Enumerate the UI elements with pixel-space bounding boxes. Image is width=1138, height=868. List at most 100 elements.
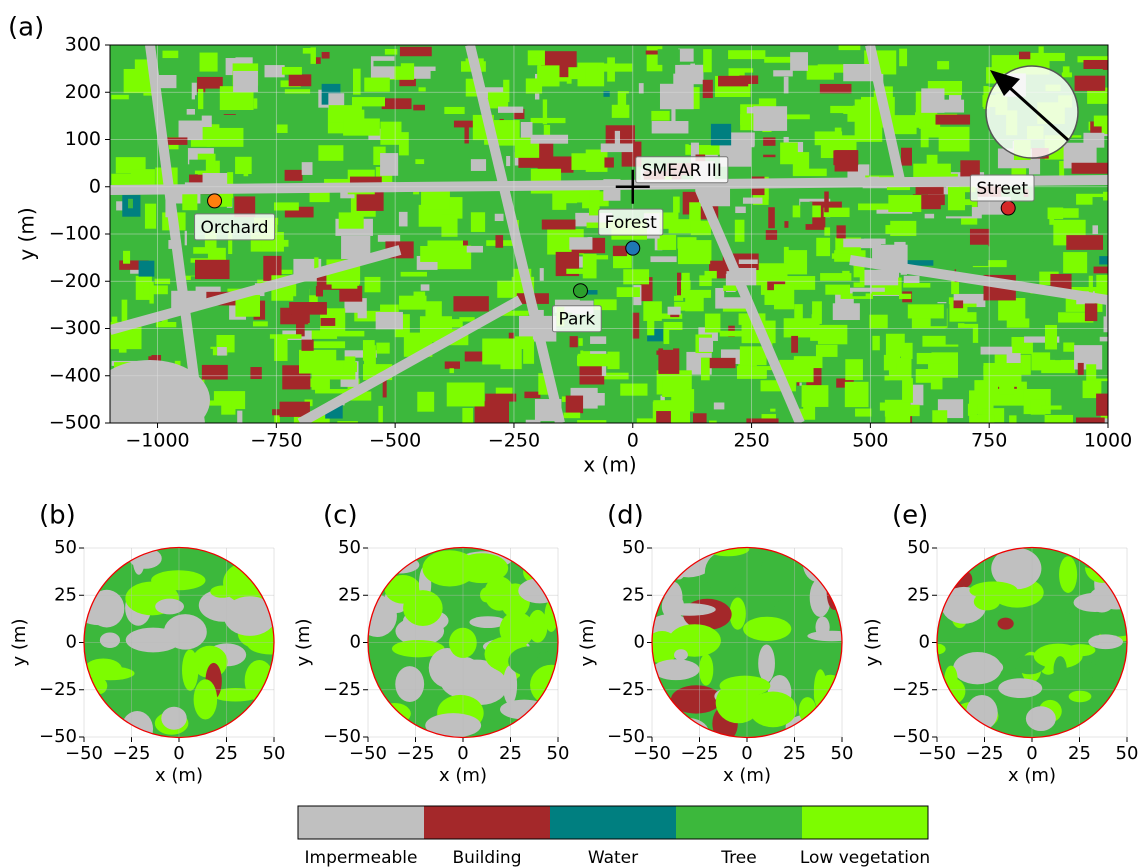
land-patch [403, 590, 443, 627]
land-patch [318, 145, 344, 161]
land-patch [832, 303, 860, 321]
x-tick-label: 1000 [1084, 430, 1132, 452]
land-patch [926, 154, 938, 173]
land-patch [863, 269, 899, 286]
land-patch [1024, 336, 1060, 343]
land-patch [193, 679, 218, 720]
land-patch [888, 339, 901, 364]
land-patch [678, 48, 694, 62]
land-patch [636, 418, 661, 423]
legend-swatch [298, 806, 424, 839]
land-patch [802, 547, 833, 582]
land-patch [668, 624, 721, 657]
land-patch [462, 408, 474, 423]
y-tick-label: −400 [49, 364, 101, 386]
land-patch [1100, 279, 1107, 296]
land-patch [301, 162, 313, 175]
land-patch [760, 380, 796, 392]
land-patch [768, 207, 775, 229]
overlay: −1000 −750 −500 −250 0 250 500 750 1000−500−400−… [49, 34, 1132, 452]
land-patch [420, 284, 430, 291]
land-patch [603, 91, 610, 97]
land-patch [957, 323, 965, 330]
land-patch [657, 234, 677, 250]
land-patch [689, 202, 701, 227]
land-patch [1009, 415, 1017, 423]
land-patch [298, 349, 337, 374]
land-patch [984, 136, 990, 157]
land-patch [583, 343, 620, 352]
land-patch [1096, 393, 1108, 416]
land-patch [144, 203, 157, 229]
land-patch [676, 272, 682, 296]
colorbar-frame [297, 805, 929, 840]
land-patch [888, 195, 922, 212]
y-tick-label: −50 [323, 726, 361, 747]
land-patch [966, 694, 998, 731]
land-patch [704, 270, 717, 279]
land-patch [569, 237, 593, 250]
footprint-outline [367, 546, 559, 739]
land-patch [373, 60, 401, 67]
land-patch [121, 299, 128, 325]
land-patch [399, 295, 427, 310]
land-patch [899, 48, 908, 67]
land-patch [876, 111, 886, 128]
land-patch [1055, 352, 1061, 361]
land-patch [884, 375, 890, 381]
land-patch [381, 98, 412, 110]
land-patch [997, 617, 1014, 630]
land-patch [143, 285, 168, 295]
land-patch [1093, 115, 1108, 127]
land-patch [853, 277, 860, 283]
land-patch [659, 83, 694, 110]
land-patch [569, 336, 578, 348]
land-patch [1018, 51, 1031, 60]
land-patch [811, 314, 818, 336]
land-patch [685, 294, 704, 312]
land-patch [849, 416, 886, 423]
land-patch [1063, 252, 1088, 274]
land-patch [518, 578, 558, 604]
land-patch [552, 190, 567, 210]
land-patch [669, 329, 693, 345]
y-tick-label: −500 [49, 412, 101, 434]
x-tick-label: 750 [971, 430, 1007, 452]
land-patch [581, 290, 598, 295]
land-patch [656, 350, 676, 355]
x-tick-label: 25 [1068, 743, 1091, 764]
land-patch [380, 121, 402, 145]
land-patch [704, 313, 721, 333]
land-patch [920, 121, 929, 148]
land-patch [991, 547, 1042, 590]
land-patch [274, 337, 288, 361]
land-patch [497, 106, 524, 113]
site-name: Street [976, 179, 1028, 199]
land-patch [201, 364, 228, 380]
land-patch [548, 680, 558, 698]
land-patch [446, 382, 485, 407]
axes-frame [109, 44, 1109, 424]
legend-swatch [676, 806, 802, 839]
land-patch [1073, 592, 1117, 613]
land-patch [703, 49, 712, 73]
label-box [194, 213, 276, 241]
land-patch [530, 664, 558, 706]
land-patch [513, 108, 525, 119]
land-patch [486, 262, 512, 281]
land-patch [748, 348, 761, 362]
land-patch [854, 99, 876, 108]
land-patch [945, 327, 973, 345]
land-patch [379, 556, 420, 574]
y-tick-label: 50 [54, 537, 77, 558]
land-patch [674, 649, 688, 661]
land-patch [645, 50, 669, 55]
land-patch [524, 391, 541, 399]
land-patch [735, 206, 746, 214]
land-patch [235, 294, 261, 317]
x-tick-label: 50 [547, 743, 570, 764]
land-patch [661, 717, 709, 738]
land-patch [1006, 318, 1030, 328]
land-patch [297, 63, 331, 73]
land-patch [833, 150, 859, 166]
